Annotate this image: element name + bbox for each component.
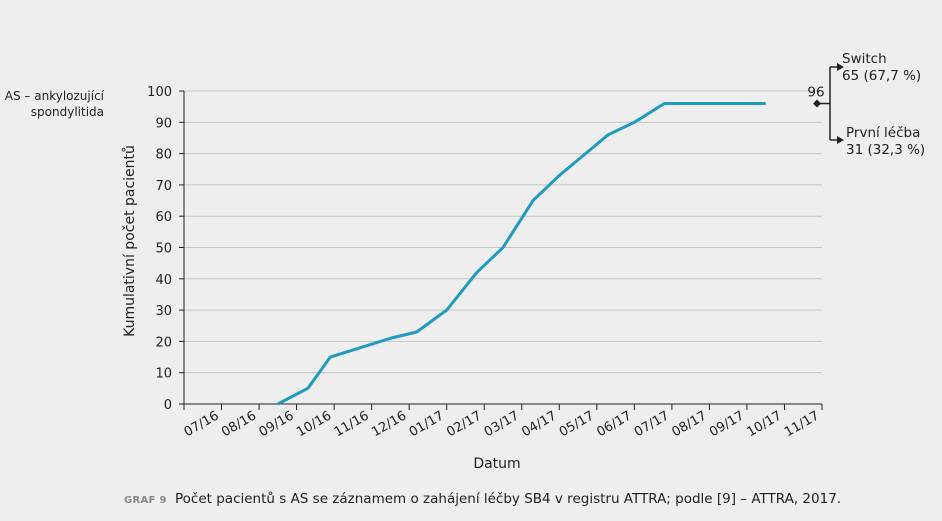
x-tick-label: 01/17 — [407, 408, 447, 440]
y-tick-label: 70 — [155, 179, 172, 194]
gridlines — [184, 90, 822, 374]
x-tick-label: 08/17 — [669, 408, 709, 440]
x-tick-label: 05/17 — [557, 408, 597, 440]
x-tick-label: 08/16 — [219, 408, 259, 440]
arrow-first-head — [837, 136, 844, 144]
total-label: 96 — [807, 85, 824, 101]
side-label-line1: AS – ankylozující — [5, 89, 105, 103]
series-line — [277, 102, 766, 406]
x-tick-label: 10/16 — [294, 408, 334, 440]
y-tick-label: 10 — [155, 367, 172, 382]
x-tick-label: 04/17 — [519, 408, 559, 440]
x-tick-label: 11/16 — [332, 408, 372, 440]
x-tick-label: 06/17 — [594, 408, 634, 440]
x-tick-labels: 07/1608/1609/1610/1611/1612/1601/1702/17… — [182, 408, 822, 440]
axes — [179, 90, 823, 410]
y-tick-label: 100 — [147, 85, 172, 100]
first-label: První léčba — [846, 125, 920, 141]
y-tick-label: 30 — [155, 304, 172, 319]
first-value: 31 (32,3 %) — [846, 142, 925, 158]
x-tick-label: 09/17 — [707, 408, 747, 440]
series — [277, 102, 766, 406]
switch-value: 65 (67,7 %) — [842, 68, 921, 84]
x-tick-label: 10/17 — [745, 408, 785, 440]
x-tick-label: 07/16 — [182, 408, 222, 440]
x-tick-label: 11/17 — [782, 408, 822, 440]
y-tick-label: 0 — [164, 398, 172, 413]
arrow-switch-head — [837, 63, 844, 71]
x-tick-label: 12/16 — [369, 408, 409, 440]
y-tick-labels: 0 10 20 30 40 50 60 70 80 90 100 — [147, 85, 172, 413]
y-axis-title: Kumulativní počet pacientů — [122, 145, 138, 337]
x-tick-label: 03/17 — [482, 408, 522, 440]
y-tick-label: 40 — [155, 273, 172, 288]
y-tick-label: 80 — [155, 148, 172, 163]
y-tick-label: 20 — [155, 335, 172, 350]
y-tick-label: 50 — [155, 242, 172, 257]
y-tick-label: 90 — [155, 116, 172, 131]
x-tick-label: 09/16 — [257, 408, 297, 440]
x-axis-title: Datum — [473, 456, 520, 472]
caption-text: Počet pacientů s AS se záznamem o zaháje… — [175, 491, 841, 507]
caption-code: GRAF 9 — [124, 495, 167, 506]
y-tick-label: 60 — [155, 210, 172, 225]
x-tick-label: 02/17 — [444, 408, 484, 440]
switch-label: Switch — [842, 51, 887, 67]
side-label-line2: spondylitida — [31, 105, 104, 119]
x-tick-label: 07/17 — [632, 408, 672, 440]
